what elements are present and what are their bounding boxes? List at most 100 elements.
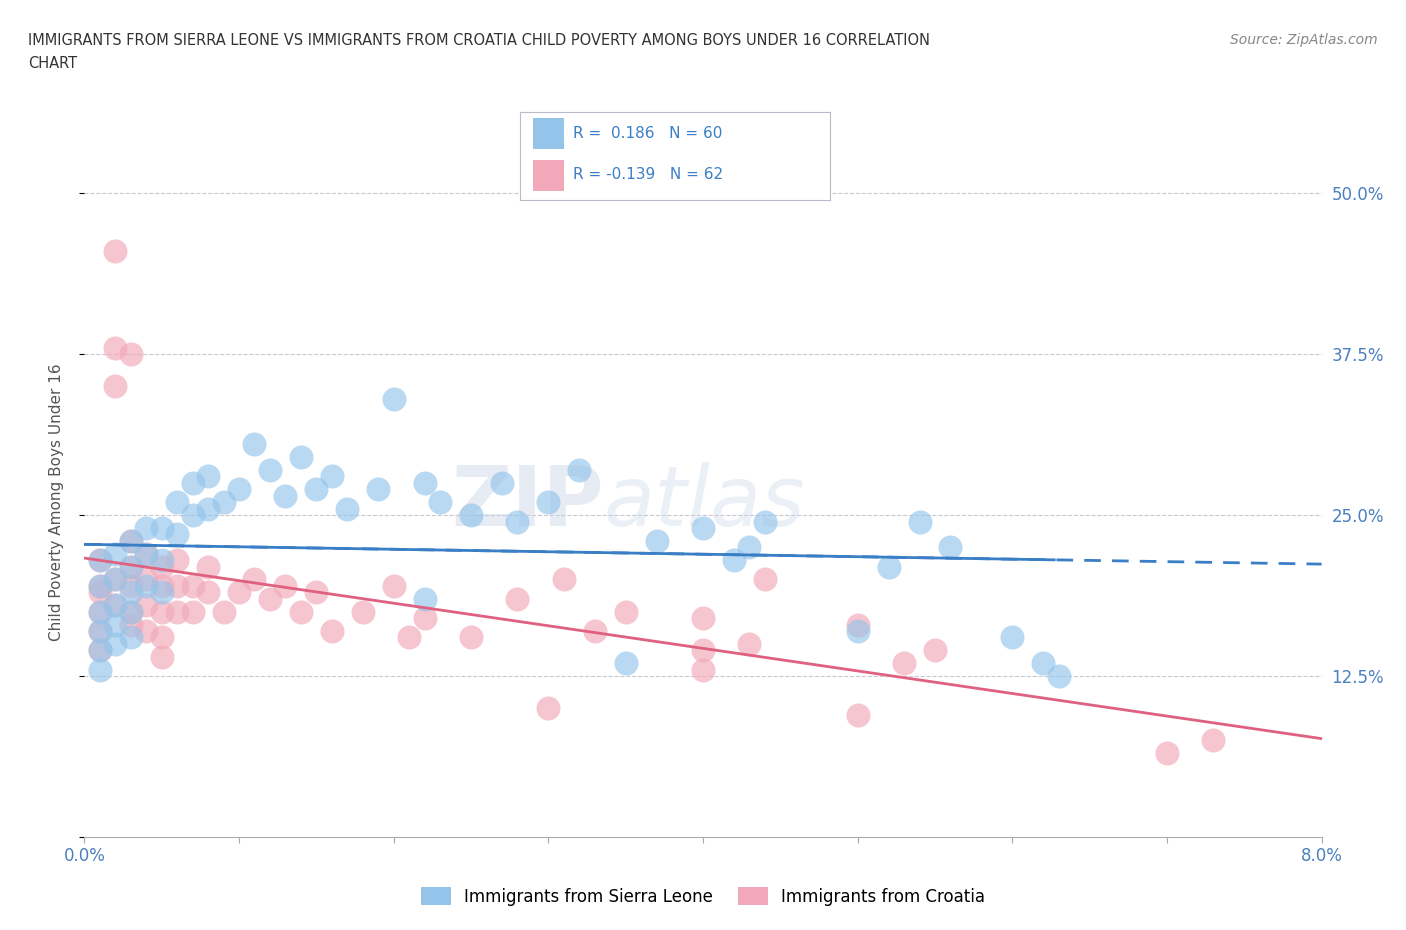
Point <box>413 611 436 626</box>
Point <box>877 559 900 574</box>
Point <box>166 495 188 510</box>
Legend: Immigrants from Sierra Leone, Immigrants from Croatia: Immigrants from Sierra Leone, Immigrants… <box>413 881 993 912</box>
Point <box>104 636 127 651</box>
Point <box>692 611 714 626</box>
Point <box>104 598 127 613</box>
Point <box>305 482 328 497</box>
Point <box>614 656 637 671</box>
Point <box>120 585 142 600</box>
Point <box>89 623 111 638</box>
Point <box>150 552 173 567</box>
Point <box>738 539 761 554</box>
Point <box>89 552 111 567</box>
Point <box>321 469 343 484</box>
Point <box>150 521 173 536</box>
Point <box>305 585 328 600</box>
Point <box>212 495 235 510</box>
Point <box>120 534 142 549</box>
Point <box>506 514 529 529</box>
Point <box>120 618 142 632</box>
Point <box>197 559 219 574</box>
Point <box>150 578 173 593</box>
Point <box>89 643 111 658</box>
Point <box>181 508 204 523</box>
Point <box>537 701 560 716</box>
Point <box>1156 746 1178 761</box>
Point <box>89 552 111 567</box>
Point <box>104 379 127 393</box>
Point <box>908 514 931 529</box>
Point <box>120 559 142 574</box>
Point <box>259 462 281 477</box>
Point <box>846 707 869 722</box>
Point <box>506 591 529 606</box>
Bar <box>533 160 564 192</box>
Point <box>166 578 188 593</box>
Point <box>1032 656 1054 671</box>
Point <box>89 623 111 638</box>
Point <box>382 578 405 593</box>
Point <box>939 539 962 554</box>
Point <box>89 643 111 658</box>
Point <box>150 559 173 574</box>
Point <box>846 623 869 638</box>
Point <box>382 392 405 406</box>
Point <box>491 475 513 490</box>
Point <box>738 636 761 651</box>
Point <box>135 623 157 638</box>
Point <box>150 604 173 619</box>
Point <box>104 572 127 587</box>
Point <box>692 662 714 677</box>
Point <box>120 604 142 619</box>
Point <box>135 578 157 593</box>
Point <box>614 604 637 619</box>
Point <box>181 578 204 593</box>
Text: atlas: atlas <box>605 461 806 543</box>
Point <box>89 604 111 619</box>
Point <box>645 534 668 549</box>
Point <box>352 604 374 619</box>
Text: Source: ZipAtlas.com: Source: ZipAtlas.com <box>1230 33 1378 46</box>
Point <box>924 643 946 658</box>
Point <box>243 572 266 587</box>
Point <box>166 527 188 542</box>
Point <box>413 591 436 606</box>
Point <box>553 572 575 587</box>
Point <box>274 578 297 593</box>
Point <box>104 618 127 632</box>
Point <box>259 591 281 606</box>
Point <box>274 488 297 503</box>
Point <box>1047 669 1070 684</box>
Point <box>1001 630 1024 644</box>
Point <box>181 604 204 619</box>
Point <box>89 662 111 677</box>
Point <box>413 475 436 490</box>
Point <box>135 546 157 561</box>
Point <box>321 623 343 638</box>
Point <box>723 552 745 567</box>
Point <box>846 618 869 632</box>
Point <box>398 630 420 644</box>
Point <box>89 578 111 593</box>
Point <box>197 501 219 516</box>
Point <box>537 495 560 510</box>
Point <box>135 598 157 613</box>
Point <box>104 572 127 587</box>
Point <box>692 521 714 536</box>
Point <box>197 585 219 600</box>
Point <box>228 585 250 600</box>
Text: IMMIGRANTS FROM SIERRA LEONE VS IMMIGRANTS FROM CROATIA CHILD POVERTY AMONG BOYS: IMMIGRANTS FROM SIERRA LEONE VS IMMIGRAN… <box>28 33 931 47</box>
Text: CHART: CHART <box>28 56 77 71</box>
Point <box>583 623 606 638</box>
Point <box>150 649 173 664</box>
Text: ZIP: ZIP <box>451 461 605 543</box>
Y-axis label: Child Poverty Among Boys Under 16: Child Poverty Among Boys Under 16 <box>49 364 63 641</box>
Point <box>120 534 142 549</box>
Point <box>460 508 482 523</box>
Point <box>89 585 111 600</box>
Point <box>120 559 142 574</box>
Point <box>104 340 127 355</box>
Point <box>120 347 142 362</box>
Point <box>367 482 389 497</box>
Point <box>754 572 776 587</box>
